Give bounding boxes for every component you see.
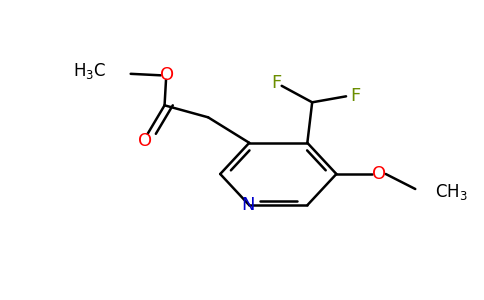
Text: O: O xyxy=(138,132,152,150)
Text: O: O xyxy=(372,165,386,183)
Text: H$_3$C: H$_3$C xyxy=(73,61,106,81)
Text: F: F xyxy=(350,87,361,105)
Text: CH$_3$: CH$_3$ xyxy=(435,182,468,202)
Text: N: N xyxy=(241,196,255,214)
Text: F: F xyxy=(271,74,281,92)
Text: O: O xyxy=(160,66,174,84)
